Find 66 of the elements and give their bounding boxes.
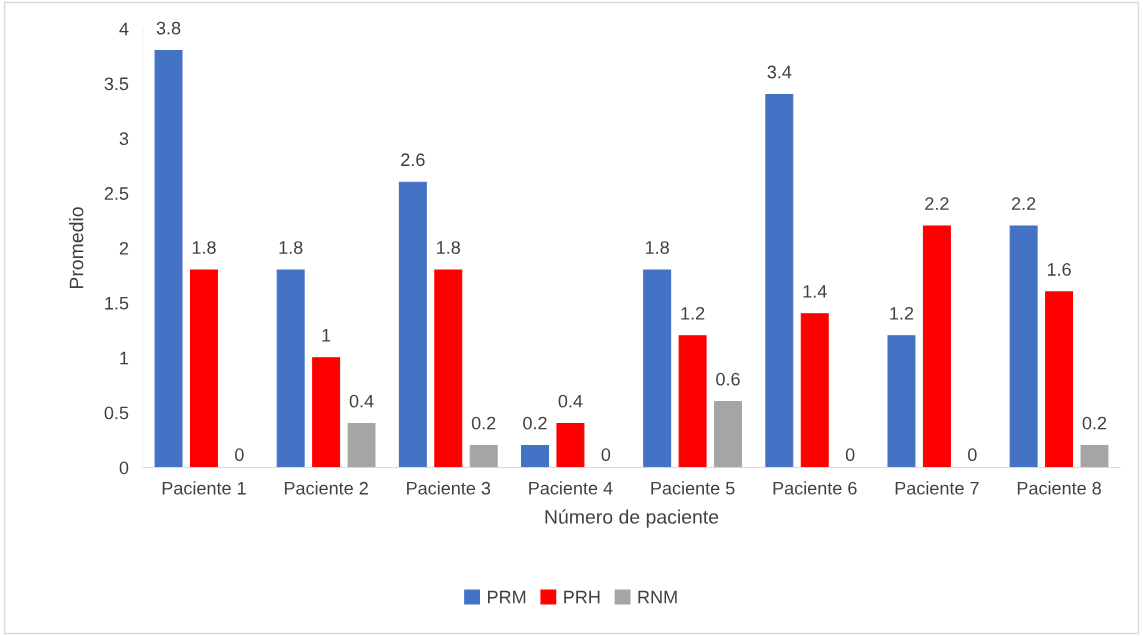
data-label: 0.2 [1082, 416, 1107, 430]
y-tick-label: 2 [119, 241, 129, 255]
data-label: 0.4 [349, 394, 374, 408]
bar [154, 50, 183, 468]
bar [521, 444, 549, 468]
data-label: 1.8 [192, 241, 216, 254]
y-tick-label: 1 [120, 351, 129, 365]
legend-label: PRM [488, 590, 526, 604]
bar [1080, 444, 1109, 468]
x-tick-label: Paciente 6 [773, 481, 857, 495]
legend-label: RNM [638, 590, 677, 604]
data-label: 0 [845, 448, 855, 462]
data-label: 0.2 [471, 416, 496, 430]
bar [678, 335, 707, 468]
data-label: 3.4 [767, 65, 792, 79]
x-axis-title: Número de paciente [545, 509, 719, 528]
x-tick-label: Paciente 8 [1017, 481, 1101, 495]
bar [765, 93, 794, 468]
x-tick-label: Paciente 7 [895, 481, 979, 495]
data-label: 1.4 [803, 285, 827, 298]
x-tick-label: Paciente 2 [284, 481, 368, 495]
bar [469, 444, 498, 468]
x-tick-label: Paciente 4 [529, 481, 613, 495]
data-label: 1.8 [645, 241, 669, 254]
bar [312, 357, 341, 468]
data-label: 0.4 [558, 394, 583, 408]
bar [800, 313, 829, 468]
bar [643, 269, 672, 468]
y-tick-label: 0.5 [104, 406, 129, 420]
y-tick-label: 0 [119, 461, 129, 475]
data-label: 2.6 [401, 153, 425, 167]
data-label: 1.2 [681, 306, 705, 320]
data-label: 0 [968, 448, 977, 462]
x-tick-label: Paciente 3 [407, 481, 491, 495]
bar [398, 181, 427, 468]
bar [347, 423, 376, 468]
data-label: 1.8 [279, 241, 303, 254]
data-label: 2.2 [925, 197, 949, 210]
x-tick-label: Paciente 5 [651, 481, 735, 495]
data-label: 0.6 [716, 372, 740, 386]
data-label: 2.2 [1011, 197, 1036, 210]
data-label: 1 [322, 329, 331, 342]
y-tick-label: 2.5 [104, 187, 129, 200]
data-label: 0 [601, 448, 611, 462]
data-label: 1.8 [437, 241, 461, 254]
data-label: 0 [235, 448, 244, 462]
bar [1045, 291, 1074, 468]
y-tick-label: 4 [119, 22, 129, 36]
y-tick-label: 1.5 [105, 297, 129, 310]
bar [922, 225, 951, 468]
bar [434, 269, 463, 468]
bar [189, 269, 218, 468]
bar [556, 423, 585, 468]
y-tick-label: 3 [119, 132, 129, 146]
data-label: 0.2 [523, 416, 547, 430]
y-axis-title: Promedio [69, 207, 84, 289]
data-label: 1.6 [1047, 263, 1071, 276]
bar [887, 335, 916, 468]
data-label: 1.2 [890, 306, 914, 320]
legend-label: PRH [564, 590, 600, 604]
data-label: 3.8 [156, 21, 181, 35]
bar [1009, 225, 1038, 468]
y-tick-label: 3.5 [104, 77, 129, 91]
bar [276, 269, 305, 468]
bar [714, 401, 743, 468]
x-tick-label: Paciente 1 [162, 481, 246, 495]
